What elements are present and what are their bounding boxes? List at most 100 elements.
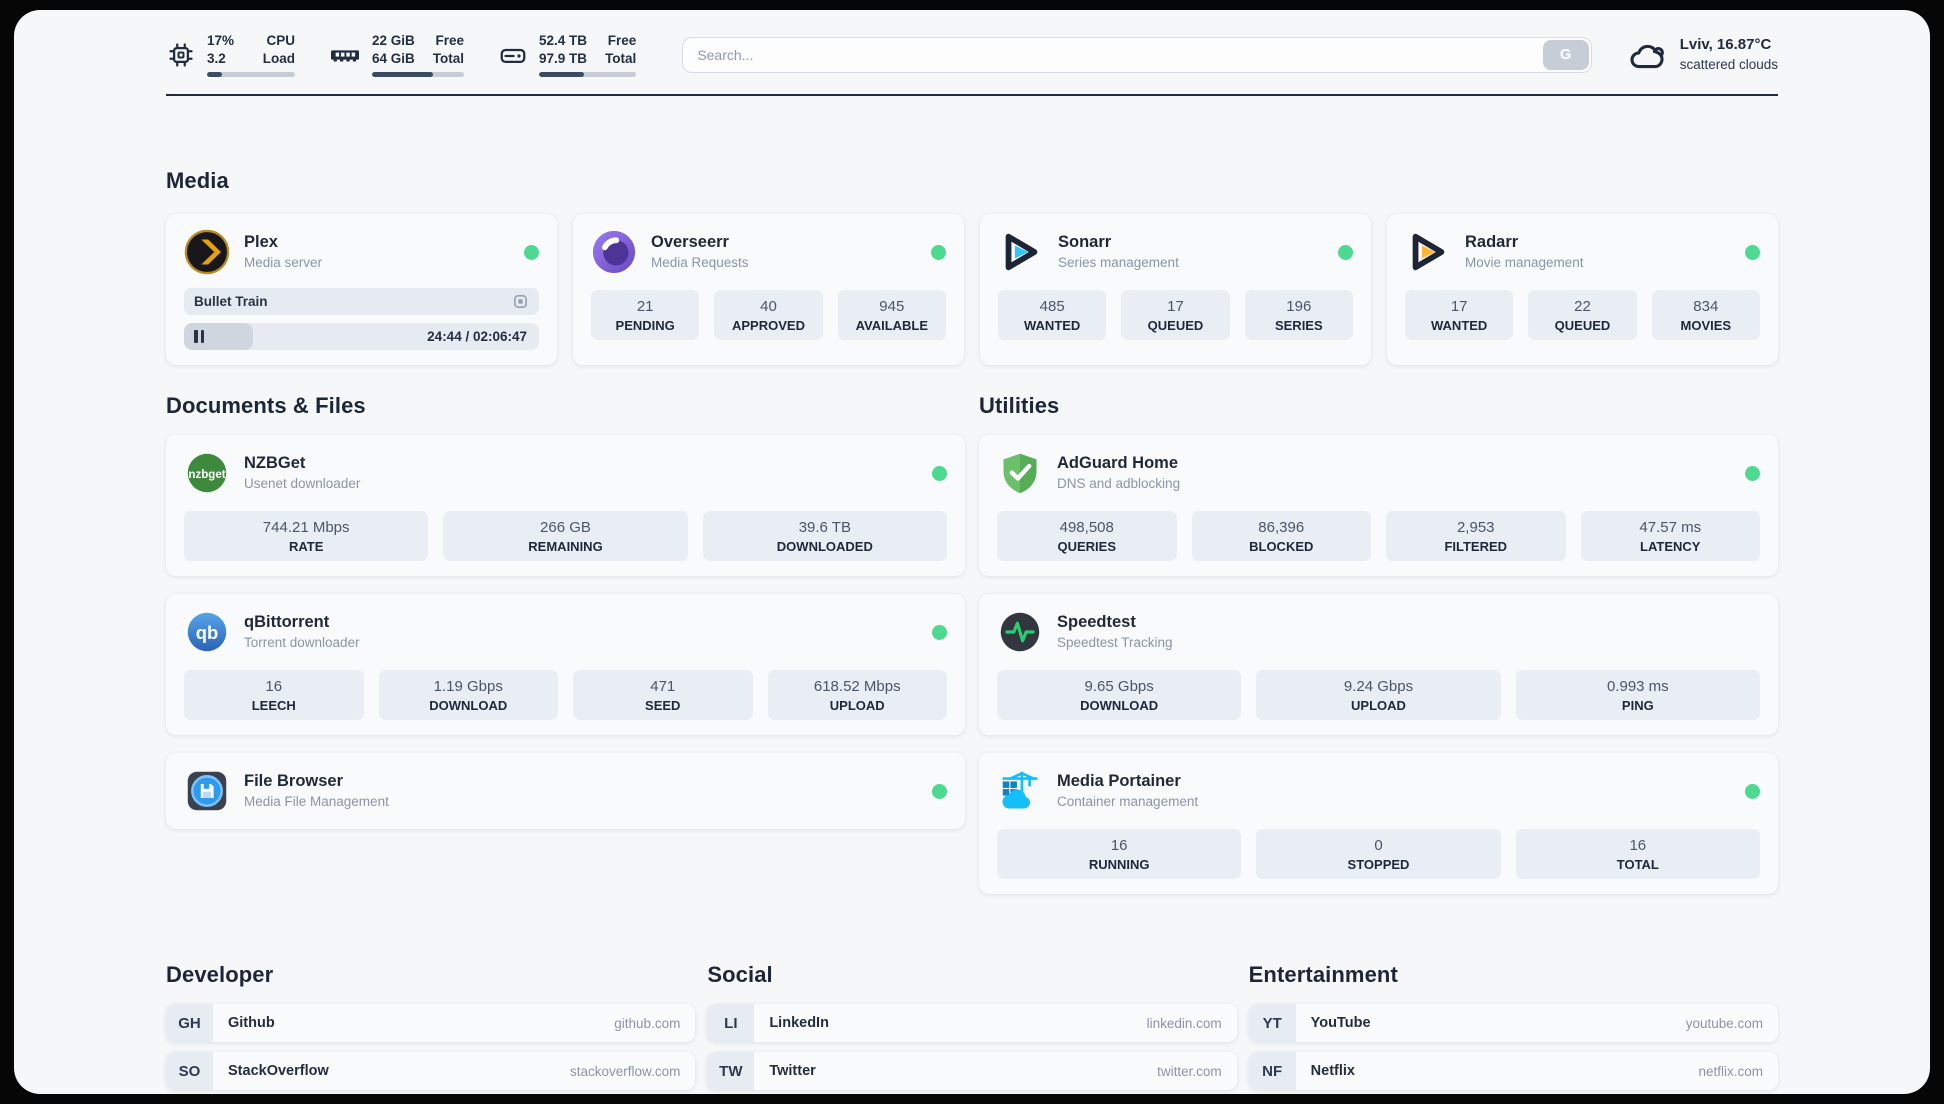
bookmark-url: twitter.com xyxy=(1157,1063,1222,1079)
bookmark-url: stackoverflow.com xyxy=(570,1063,681,1079)
search-provider-button[interactable]: G xyxy=(1542,39,1589,70)
service-card-portainer[interactable]: Media Portainer Container management 16 … xyxy=(979,753,1778,895)
stat-queued: 22 QUEUED xyxy=(1528,290,1637,341)
disk-usage-bar-fill xyxy=(539,72,584,78)
bookmark-github[interactable]: GH Github github.com xyxy=(166,1004,696,1043)
pause-icon xyxy=(194,330,204,344)
nzbget-icon: nzbget xyxy=(184,450,230,496)
bookmark-netflix[interactable]: NF Netflix netflix.com xyxy=(1248,1052,1778,1091)
stat-upload: 9.24 Gbps UPLOAD xyxy=(1256,670,1501,721)
status-online-dot xyxy=(1745,783,1760,799)
disk-label-free: Free xyxy=(607,33,637,48)
stat-wanted: 17 WANTED xyxy=(1405,290,1514,341)
stat-movies: 834 MOVIES xyxy=(1651,290,1760,341)
service-card-filebrowser[interactable]: File Browser Media File Management xyxy=(166,753,965,830)
service-card-speedtest[interactable]: Speedtest Speedtest Tracking 9.65 Gbps D… xyxy=(979,594,1778,736)
status-online-dot xyxy=(1338,244,1353,260)
stat-filtered: 2,953 FILTERED xyxy=(1386,511,1566,562)
status-online-dot xyxy=(932,783,947,799)
cpu-usage-bar xyxy=(207,72,295,78)
weather-location-temp: Lviv, 16.87°C xyxy=(1679,36,1772,54)
service-description: Media Requests xyxy=(651,254,749,270)
stat-series: 196 SERIES xyxy=(1244,290,1353,341)
cloud-icon xyxy=(1630,44,1664,68)
bookmark-linkedin[interactable]: LI LinkedIn linkedin.com xyxy=(707,1004,1237,1043)
service-card-sonarr[interactable]: Sonarr Series management 485 WANTED 17 Q… xyxy=(980,214,1371,366)
search-bar: G xyxy=(682,36,1592,73)
bookmark-abbr: NF xyxy=(1248,1052,1296,1091)
memory-usage-bar xyxy=(372,72,465,78)
bookmark-abbr: GH xyxy=(166,1004,213,1043)
screen-icon xyxy=(513,295,528,309)
search-input[interactable] xyxy=(682,36,1592,73)
bookmark-abbr: TW xyxy=(707,1052,755,1091)
status-online-dot xyxy=(1745,244,1760,260)
memory-label-free: Free xyxy=(435,33,465,48)
section-title-developer: Developer xyxy=(166,962,274,988)
stat-queries: 498,508 QUERIES xyxy=(997,511,1177,562)
bookmark-abbr: SO xyxy=(166,1052,213,1091)
service-card-nzbget[interactable]: nzbget NZBGet Usenet downloader 744.21 M… xyxy=(166,435,965,577)
weather-condition: scattered clouds xyxy=(1679,56,1778,72)
status-online-dot xyxy=(1745,465,1760,481)
status-online-dot xyxy=(524,244,539,260)
stat-wanted: 485 WANTED xyxy=(998,290,1107,341)
bookmark-group-entertainment: Entertainment YT YouTube youtube.com NF … xyxy=(1248,962,1778,1094)
service-card-adguard[interactable]: AdGuard Home DNS and adblocking 498,508 … xyxy=(979,435,1778,577)
filebrowser-icon xyxy=(184,768,230,814)
bookmark-name: YouTube xyxy=(1310,1015,1371,1032)
bookmark-stackoverflow[interactable]: SO StackOverflow stackoverflow.com xyxy=(166,1052,696,1091)
service-description: Usenet downloader xyxy=(244,475,361,491)
service-name: Overseerr xyxy=(651,233,729,252)
cpu-icon xyxy=(169,42,193,67)
bookmark-twitter[interactable]: TW Twitter twitter.com xyxy=(707,1052,1237,1091)
memory-free-value: 22 GiB xyxy=(372,33,415,48)
weather-widget[interactable]: Lviv, 16.87°C scattered clouds xyxy=(1628,35,1778,73)
section-title-social: Social xyxy=(707,962,773,988)
topbar: 17% 3.2 CPU Load xyxy=(166,32,1778,78)
stat-seed: 471 SEED xyxy=(573,670,753,721)
bookmark-url: youtube.com xyxy=(1685,1015,1763,1031)
service-card-qbittorrent[interactable]: qb qBittorrent Torrent downloader 16 LEE… xyxy=(166,594,965,736)
service-name: NZBGet xyxy=(244,454,306,473)
cpu-usage-bar-fill xyxy=(207,72,222,78)
disk-icon xyxy=(500,48,526,63)
cpu-label-2: Load xyxy=(262,50,295,66)
stat-stopped: 0 STOPPED xyxy=(1256,829,1501,880)
bookmark-name: StackOverflow xyxy=(228,1063,329,1080)
cpu-percent: 17% xyxy=(207,33,235,48)
stat-rate: 744.21 Mbps RATE xyxy=(184,511,429,562)
status-online-dot xyxy=(932,465,947,481)
cpu-load-value: 3.2 xyxy=(207,50,226,66)
stat-remaining: 266 GB REMAINING xyxy=(443,511,688,562)
service-description: Media server xyxy=(244,254,323,270)
service-name: File Browser xyxy=(244,772,344,791)
status-online-dot xyxy=(931,244,946,260)
section-title-documents: Documents & Files xyxy=(166,393,366,419)
bookmark-name: LinkedIn xyxy=(769,1015,829,1032)
stat-download: 1.19 Gbps DOWNLOAD xyxy=(378,670,558,721)
stat-upload: 618.52 Mbps UPLOAD xyxy=(767,670,947,721)
service-card-radarr[interactable]: Radarr Movie management 17 WANTED 22 QUE… xyxy=(1387,214,1778,366)
service-description: Series management xyxy=(1058,254,1179,270)
stat-queued: 17 QUEUED xyxy=(1121,290,1230,341)
dashboard: 17% 3.2 CPU Load xyxy=(14,10,1930,1094)
bookmark-group-social: Social LI LinkedIn linkedin.com TW Twitt… xyxy=(707,962,1237,1094)
bookmark-youtube[interactable]: YT YouTube youtube.com xyxy=(1248,1004,1778,1043)
service-card-plex[interactable]: Plex Media server Bullet Train 24:44 / 0 xyxy=(166,214,557,366)
stat-leech: 16 LEECH xyxy=(184,670,364,721)
bookmark-abbr: LI xyxy=(707,1004,755,1043)
playback-progress-bar: 24:44 / 02:06:47 xyxy=(184,323,539,351)
service-name: Media Portainer xyxy=(1057,772,1181,791)
now-playing-title: Bullet Train xyxy=(194,294,268,310)
service-description: DNS and adblocking xyxy=(1057,475,1181,491)
section-documents: Documents & Files nzbget NZBGet Usenet d… xyxy=(166,393,965,847)
qbittorrent-icon: qb xyxy=(184,609,230,655)
bookmark-url: netflix.com xyxy=(1698,1063,1763,1079)
section-title-utilities: Utilities xyxy=(979,393,1060,419)
cpu-label-1: CPU xyxy=(266,33,295,48)
service-card-overseerr[interactable]: Overseerr Media Requests 21 PENDING 40 A… xyxy=(573,214,964,366)
speedtest-icon xyxy=(997,609,1043,655)
svg-text:qb: qb xyxy=(196,622,218,643)
service-name: AdGuard Home xyxy=(1057,454,1179,473)
